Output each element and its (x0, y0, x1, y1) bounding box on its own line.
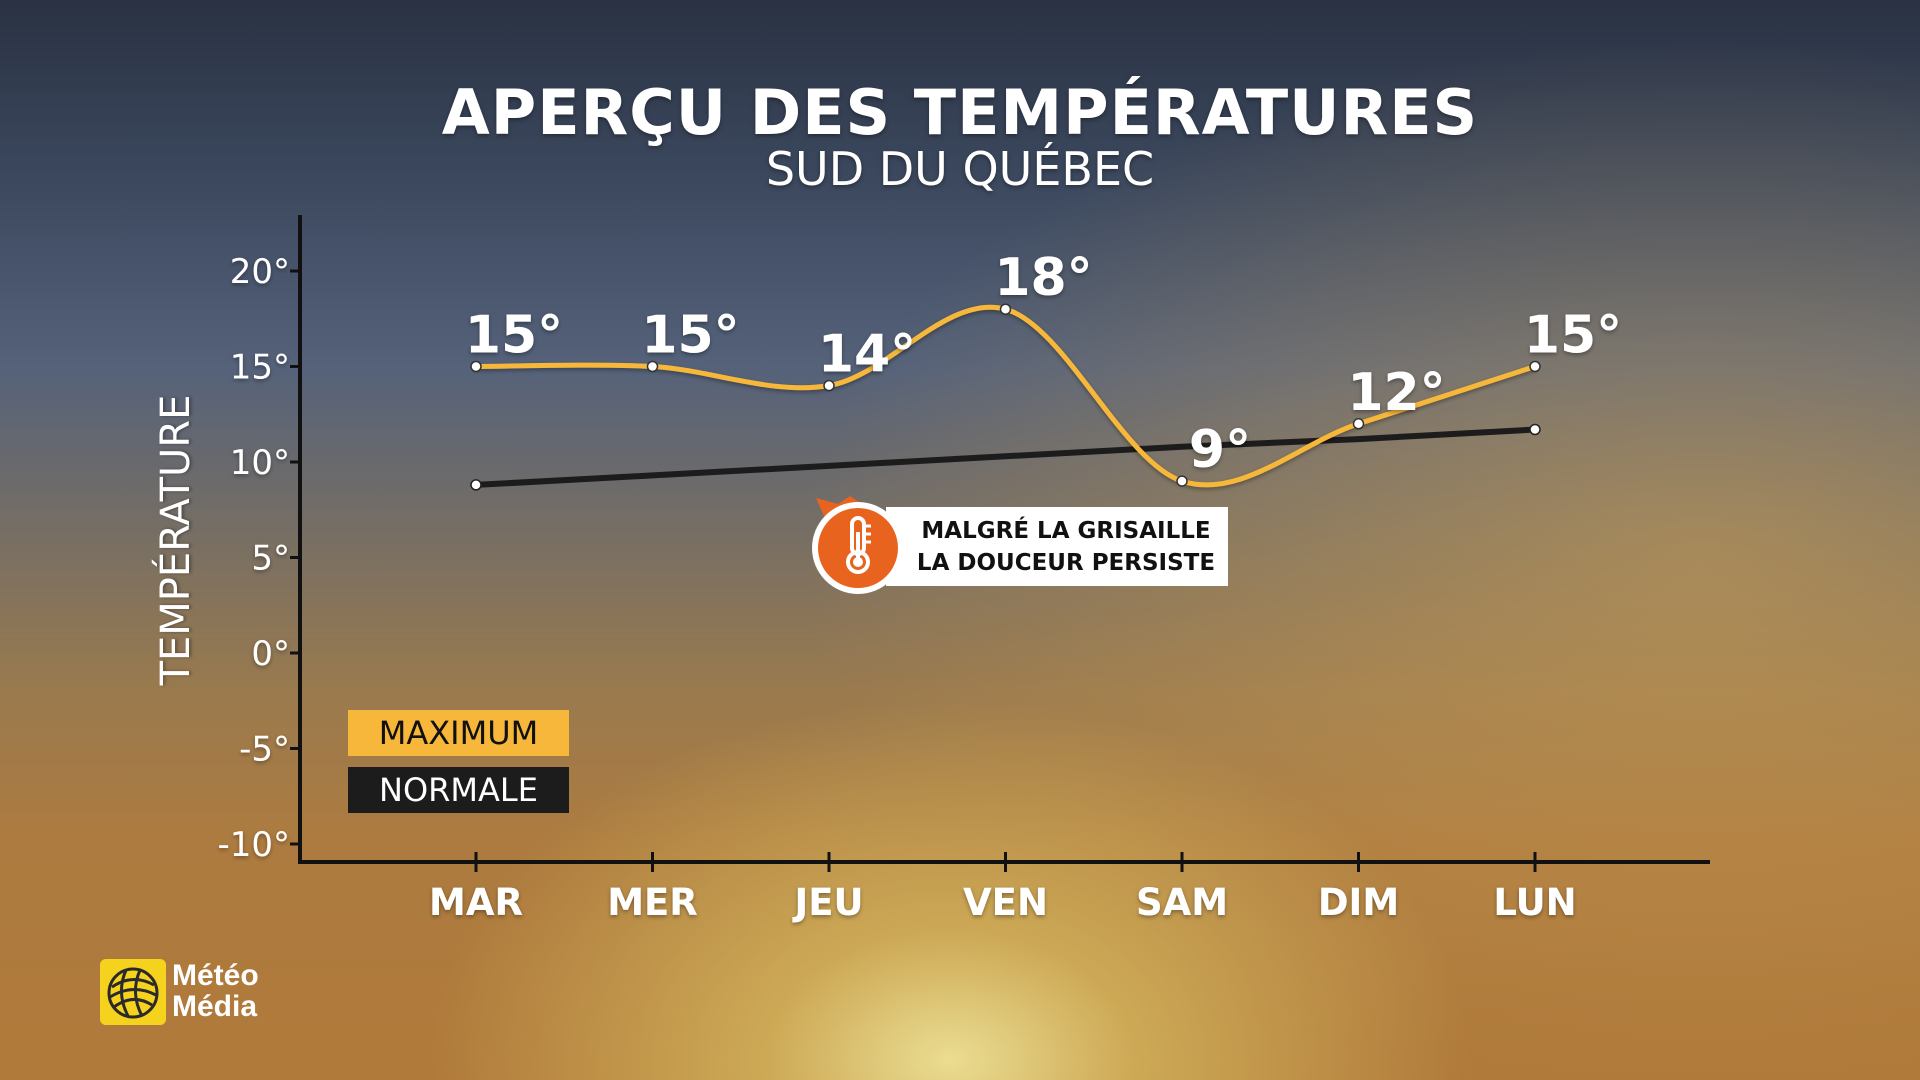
legend-normale: NORMALE (348, 767, 569, 813)
y-axis-label: TEMPÉRATURE (153, 394, 199, 686)
meteomedia-logo: Météo Média (100, 957, 280, 1027)
chart-axes: 20° 15° 10° 5° 0° -5° -10° MAR MER JEU VEN SAM DIM LU… (217, 215, 1710, 924)
y-tick-label: -10° (217, 825, 290, 865)
x-tick-label: MAR (429, 881, 523, 924)
y-tick-label: 20° (230, 252, 290, 292)
maximum-point (646, 360, 659, 373)
data-label: 15° (465, 306, 563, 366)
data-label: 18° (994, 248, 1092, 308)
callout-line-2: LA DOUCEUR PERSISTE (916, 550, 1216, 576)
x-tick-label: JEU (791, 881, 863, 924)
maximum-series (470, 303, 1541, 488)
y-tick-label: -5° (239, 730, 290, 770)
callout-line-1: MALGRÉ LA GRISAILLE (921, 518, 1211, 544)
x-tick-label: DIM (1318, 881, 1399, 924)
data-label: 9° (1189, 420, 1251, 480)
normale-point (470, 479, 482, 491)
maximum-point (470, 360, 482, 373)
normale-series (470, 423, 1541, 491)
callout-box (886, 507, 1228, 586)
maximum-point (999, 303, 1012, 315)
logo-line-2: Média (172, 990, 258, 1023)
data-labels: 15° 15° 14° 18° 9° 12° 15° (465, 248, 1622, 480)
logo-line-1: Météo (172, 959, 259, 992)
normale-line (473, 426, 1538, 488)
chart-title: APERÇU DES TEMPÉRATURES (441, 76, 1479, 149)
y-tick-label: 5° (251, 539, 290, 579)
x-tick-label: LUN (1493, 881, 1576, 924)
legend-maximum: MAXIMUM (348, 710, 569, 756)
data-label: 12° (1347, 363, 1445, 423)
thermometer-icon (812, 496, 904, 594)
y-tick-label: 10° (230, 443, 290, 483)
x-tick-label: SAM (1136, 881, 1228, 924)
maximum-point (823, 379, 835, 392)
x-tick-label: VEN (963, 881, 1048, 924)
maximum-point (1352, 418, 1365, 430)
chart-subtitle: SUD DU QUÉBEC (765, 142, 1155, 196)
data-label: 14° (818, 325, 916, 385)
y-tick-label: 0° (251, 634, 290, 674)
maximum-point (1176, 475, 1188, 487)
normale-point (1529, 423, 1541, 436)
data-label: 15° (641, 306, 739, 366)
data-label: 15° (1524, 306, 1622, 366)
maximum-point (1529, 360, 1541, 373)
x-tick-label: MER (607, 881, 698, 924)
callout: MALGRÉ LA GRISAILLE LA DOUCEUR PERSISTE (806, 488, 1228, 594)
globe-icon (100, 959, 166, 1025)
y-tick-label: 15° (230, 348, 290, 388)
